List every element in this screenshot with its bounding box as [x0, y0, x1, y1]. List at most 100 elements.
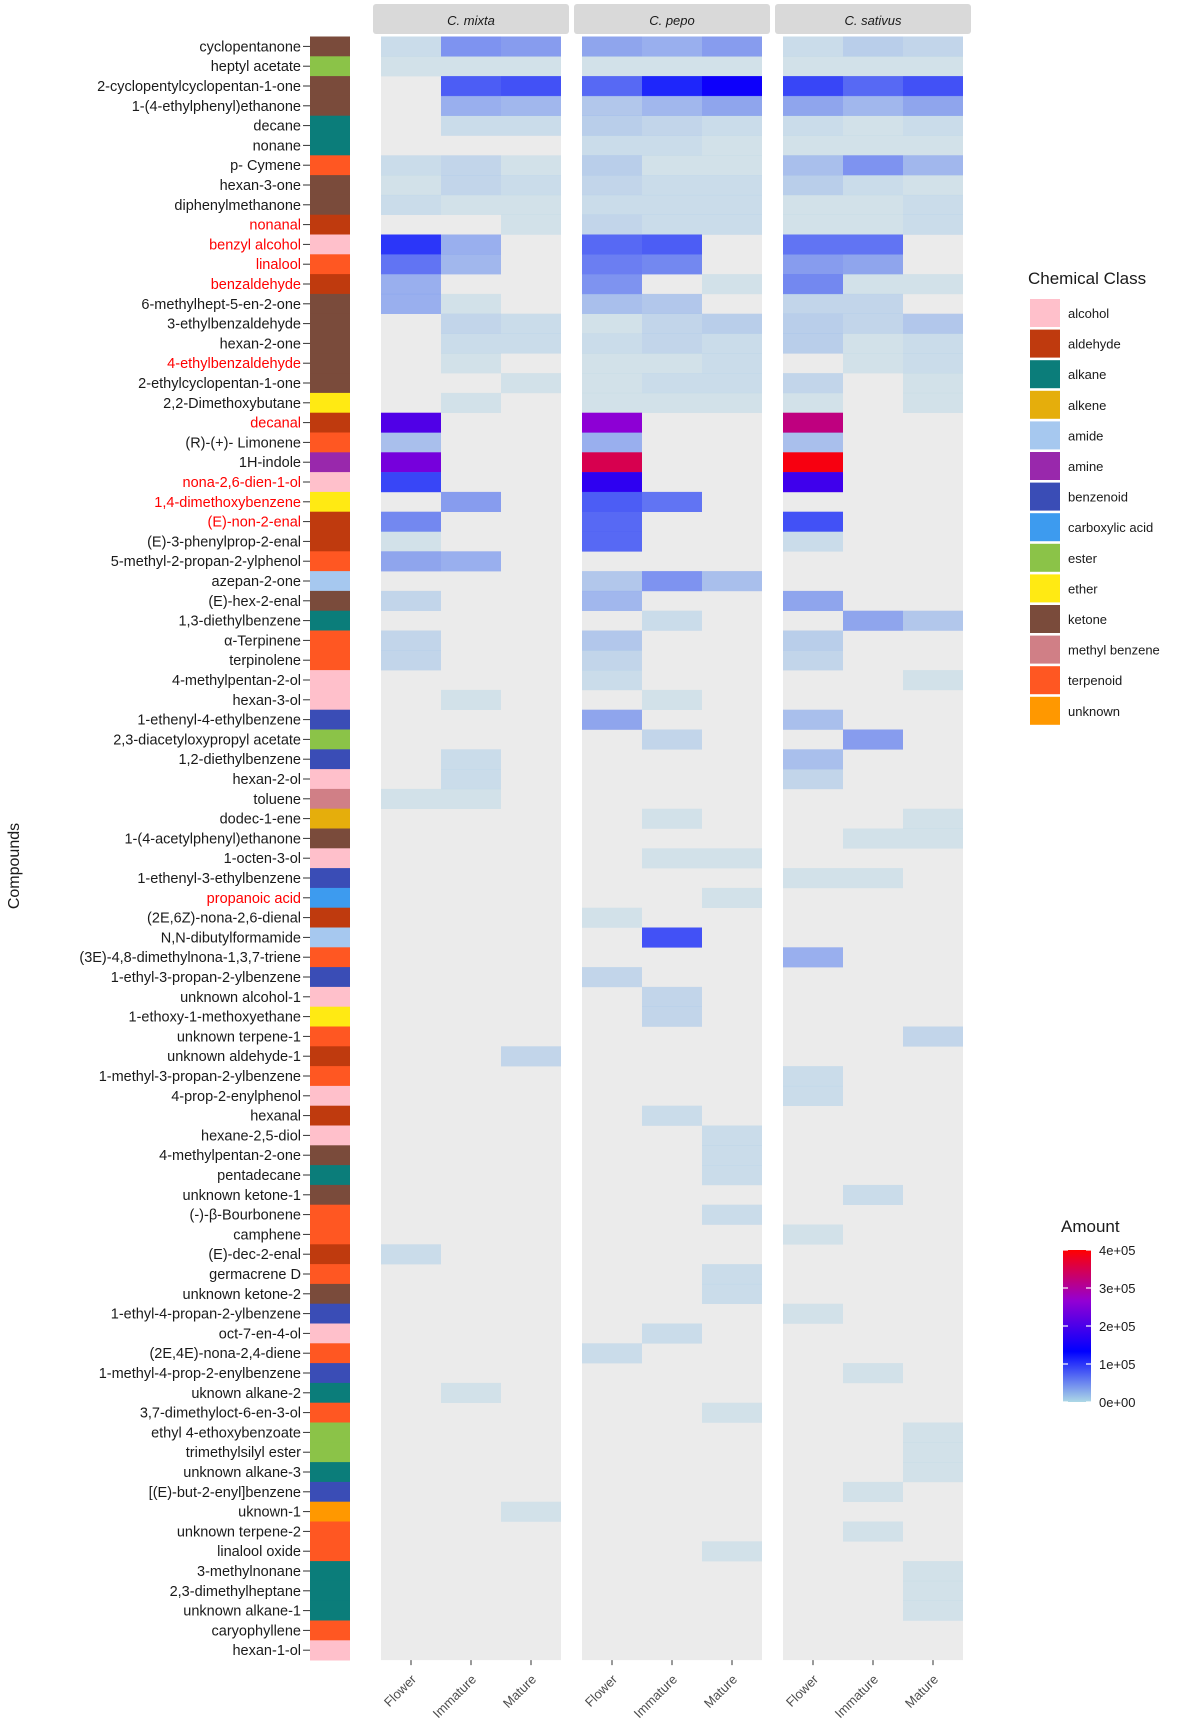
- heatmap-cell: [903, 214, 963, 235]
- heatmap-cell: [783, 472, 843, 493]
- class-bar-cell: [310, 1521, 350, 1542]
- heatmap-cell: [582, 234, 642, 255]
- class-bar-cell: [310, 274, 350, 295]
- heatmap-cell: [783, 590, 843, 611]
- compound-label: unknown terpene-2: [177, 1524, 301, 1540]
- heatmap-cell: [381, 412, 441, 433]
- heatmap-cell: [582, 571, 642, 592]
- legend-class-label: benzenoid: [1068, 490, 1128, 505]
- compound-label: hexan-2-ol: [232, 772, 301, 788]
- class-bar-cell: [310, 1462, 350, 1483]
- compound-label: (-)-β-Bourbonene: [190, 1208, 302, 1224]
- heatmap-cell: [582, 293, 642, 314]
- heatmap-cell: [843, 828, 903, 849]
- compound-label: 2,2-Dimethoxybutane: [163, 396, 301, 412]
- heatmap-cell: [642, 194, 702, 215]
- heatmap-cell: [903, 115, 963, 136]
- heatmap-cell: [702, 333, 762, 354]
- heatmap-cell: [843, 293, 903, 314]
- class-bar-cell: [310, 1283, 350, 1305]
- compound-label: nonane: [253, 138, 301, 154]
- legend-class-label: ether: [1068, 581, 1098, 596]
- legend-class-label: alkane: [1068, 367, 1106, 382]
- compound-label: unknown ketone-1: [183, 1188, 302, 1204]
- heatmap-cell: [381, 234, 441, 255]
- heatmap-cell: [843, 1184, 903, 1205]
- compound-label: caryophyllene: [212, 1623, 301, 1639]
- class-bar-cell: [310, 551, 350, 572]
- heatmap-cell: [501, 36, 561, 57]
- compound-label: (2E,6Z)-nona-2,6-dienal: [147, 911, 301, 927]
- heatmap-cell: [582, 650, 642, 671]
- compound-label: 4-methylpentan-2-ol: [172, 673, 301, 689]
- compound-label: 4-prop-2-enylphenol: [171, 1089, 301, 1105]
- heatmap-cell: [381, 56, 441, 77]
- heatmap-cell: [582, 36, 642, 57]
- heatmap-cell: [582, 907, 642, 928]
- compound-label: 1-methyl-3-propan-2-ylbenzene: [99, 1069, 301, 1085]
- class-bar-cell: [310, 590, 350, 612]
- heatmap-cell: [783, 412, 843, 433]
- legend-class-label: carboxylic acid: [1068, 520, 1153, 535]
- x-tick-label: Immature: [430, 1672, 479, 1721]
- compound-label: unknown alkane-1: [183, 1604, 301, 1620]
- class-bar-cell: [310, 392, 350, 414]
- compound-label: unknown alkane-3: [183, 1465, 301, 1481]
- class-bar-cell: [310, 1105, 350, 1126]
- compound-label: (2E,4E)-nona-2,4-diene: [149, 1346, 301, 1362]
- legend-class-swatch: [1030, 574, 1060, 603]
- heatmap-cell: [582, 56, 642, 77]
- legend-class-swatch: [1030, 390, 1060, 419]
- class-bar-cell: [310, 432, 350, 453]
- class-bar-cell: [310, 709, 350, 730]
- class-bar-cell: [310, 1066, 350, 1087]
- heatmap-cell: [441, 155, 501, 176]
- compound-label: decanal: [250, 416, 301, 432]
- heatmap-cell: [642, 254, 702, 275]
- x-tick-label: Immature: [631, 1672, 680, 1721]
- class-bar-cell: [310, 56, 350, 77]
- class-bar-cell: [310, 571, 350, 592]
- heatmap-cell: [642, 729, 702, 750]
- class-bar-cell: [310, 254, 350, 275]
- heatmap-cell: [783, 214, 843, 235]
- heatmap-cell: [501, 76, 561, 97]
- heatmap-cell: [582, 472, 642, 493]
- class-bar-cell: [310, 1085, 350, 1107]
- heatmap-cell: [582, 194, 642, 215]
- compound-label: 4-ethylbenzaldehyde: [167, 356, 301, 372]
- legend-amount-label: 1e+05: [1099, 1357, 1136, 1372]
- legend-class-swatch: [1030, 421, 1060, 450]
- heatmap-cell: [642, 313, 702, 334]
- heatmap-cell: [501, 313, 561, 334]
- heatmap-cell: [381, 472, 441, 493]
- compound-label: (E)-3-phenylprop-2-enal: [147, 534, 301, 550]
- class-bar-cell: [310, 729, 350, 750]
- heatmap-cell: [381, 590, 441, 611]
- compound-label: camphene: [233, 1227, 301, 1243]
- compound-label: hexan-3-one: [220, 178, 301, 194]
- heatmap-cell: [783, 115, 843, 136]
- class-bar-cell: [310, 967, 350, 988]
- heatmap-cell: [501, 1501, 561, 1522]
- class-bar-cell: [310, 1264, 350, 1285]
- heatmap-cell: [582, 531, 642, 552]
- class-bar-cell: [310, 1640, 350, 1661]
- heatmap-cell: [582, 115, 642, 136]
- heatmap-cell: [843, 135, 903, 156]
- legend-class-label: methyl benzene: [1068, 643, 1160, 658]
- class-bar-cell: [310, 1442, 350, 1463]
- compound-label: nonanal: [249, 218, 301, 234]
- heatmap-cell: [702, 1541, 762, 1562]
- class-bar-cell: [310, 769, 350, 790]
- heatmap-cell: [783, 254, 843, 275]
- heatmap-cell: [783, 333, 843, 354]
- heatmap-cell: [381, 788, 441, 809]
- heatmap-cell: [702, 155, 762, 176]
- compound-label: linalool oxide: [217, 1544, 301, 1560]
- heatmap-cell: [642, 115, 702, 136]
- heatmap-cell: [582, 373, 642, 394]
- heatmap-cell: [501, 194, 561, 215]
- facet-strip-2: [775, 4, 971, 34]
- x-tick-label: Flower: [381, 1671, 420, 1710]
